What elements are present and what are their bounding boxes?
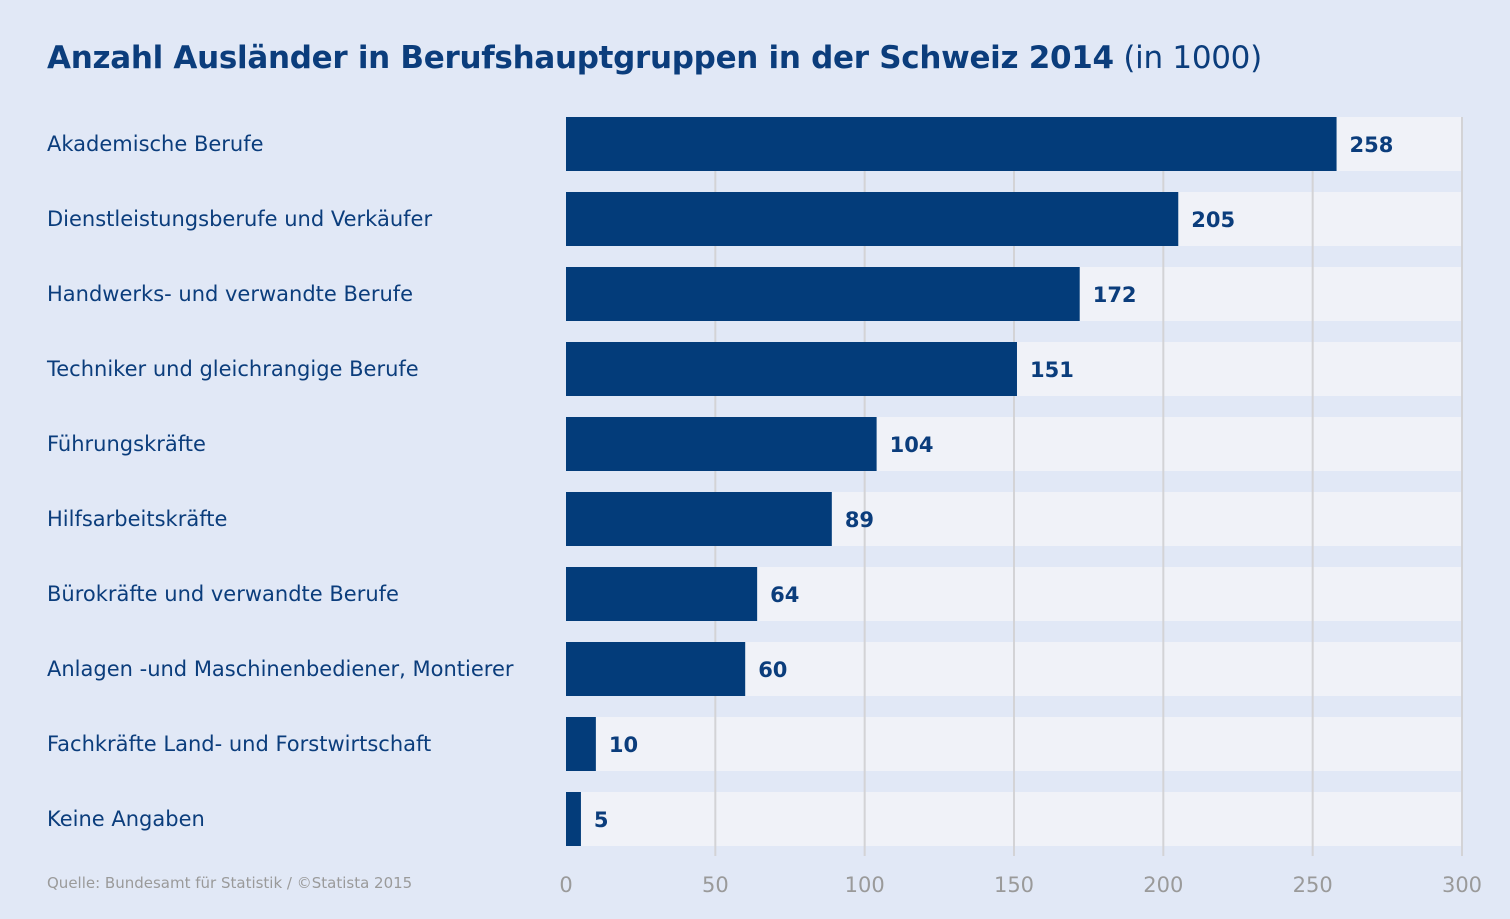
- chart-title: Anzahl Ausländer in Berufshauptgruppen i…: [47, 40, 1262, 76]
- value-label: 60: [758, 658, 787, 682]
- value-label: 205: [1191, 208, 1235, 232]
- value-label: 89: [845, 508, 874, 532]
- x-tick-label: 50: [702, 873, 729, 897]
- category-label: Akademische Berufe: [47, 132, 264, 156]
- category-label: Anlagen -und Maschinenbediener, Montiere…: [47, 657, 514, 681]
- category-label: Fachkräfte Land- und Forstwirtschaft: [47, 732, 431, 756]
- value-label: 104: [890, 433, 934, 457]
- category-label: Hilfsarbeitskräfte: [47, 507, 227, 531]
- bar: [566, 642, 746, 696]
- bar: [566, 567, 758, 621]
- title-main: Anzahl Ausländer in Berufshauptgruppen i…: [47, 40, 1114, 76]
- x-tick-label: 0: [559, 873, 572, 897]
- bar: [566, 717, 596, 771]
- value-label: 172: [1093, 283, 1137, 307]
- value-label: 258: [1350, 133, 1394, 157]
- category-label: Führungskräfte: [47, 432, 206, 456]
- bar: [566, 417, 877, 471]
- value-label: 10: [609, 733, 638, 757]
- category-label: Bürokräfte und verwandte Berufe: [47, 582, 399, 606]
- category-label: Handwerks- und verwandte Berufe: [47, 282, 413, 306]
- bar: [566, 192, 1179, 246]
- category-label: Keine Angaben: [47, 807, 205, 831]
- source-note: Quelle: Bundesamt für Statistik / ©Stati…: [47, 874, 413, 892]
- category-label: Dienstleistungsberufe und Verkäufer: [47, 207, 432, 231]
- value-label: 64: [770, 583, 799, 607]
- x-tick-label: 250: [1293, 873, 1333, 897]
- x-tick-label: 200: [1143, 873, 1183, 897]
- category-label: Techniker und gleichrangige Berufe: [46, 357, 419, 381]
- bar: [566, 342, 1017, 396]
- bar: [566, 117, 1337, 171]
- title-unit: (in 1000): [1123, 40, 1262, 76]
- x-tick-label: 100: [845, 873, 885, 897]
- bar: [566, 267, 1080, 321]
- value-label: 151: [1030, 358, 1074, 382]
- x-tick-label: 150: [994, 873, 1034, 897]
- x-tick-label: 300: [1442, 873, 1482, 897]
- value-label: 5: [594, 808, 609, 832]
- bar: [566, 792, 581, 846]
- bar: [566, 492, 832, 546]
